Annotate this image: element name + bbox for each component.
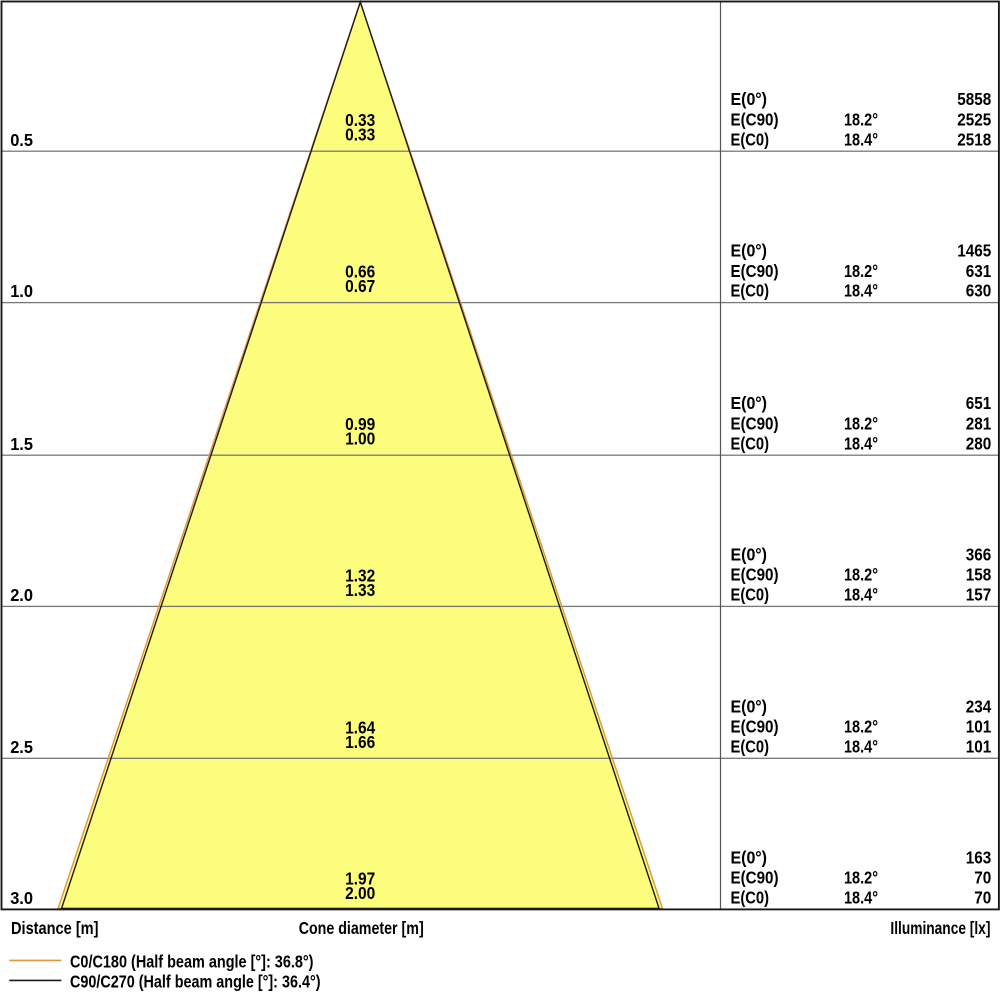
svg-text:0.99: 0.99 <box>345 414 375 434</box>
svg-text:1.5: 1.5 <box>10 434 33 454</box>
svg-text:1.97: 1.97 <box>345 868 375 888</box>
svg-text:1.33: 1.33 <box>345 580 375 600</box>
svg-text:2525: 2525 <box>957 110 991 130</box>
svg-text:280: 280 <box>966 433 992 453</box>
svg-text:70: 70 <box>974 888 991 908</box>
svg-text:E(0°): E(0°) <box>731 696 768 716</box>
svg-text:E(C90): E(C90) <box>731 565 779 585</box>
svg-text:0.33: 0.33 <box>345 110 375 130</box>
svg-text:158: 158 <box>966 565 992 585</box>
svg-text:Illuminance [lx]: Illuminance [lx] <box>890 918 990 938</box>
svg-text:1.0: 1.0 <box>10 281 33 301</box>
svg-text:157: 157 <box>966 585 992 605</box>
svg-text:18.2°: 18.2° <box>844 110 878 130</box>
svg-text:18.4°: 18.4° <box>844 585 878 605</box>
svg-text:E(C90): E(C90) <box>731 414 779 434</box>
svg-text:C0/C180 (Half beam angle [°]:: C0/C180 (Half beam angle [°]: 36.8°) <box>70 952 314 972</box>
svg-text:E(C0): E(C0) <box>731 585 770 605</box>
svg-text:1.00: 1.00 <box>345 429 375 449</box>
svg-text:3.0: 3.0 <box>10 888 33 908</box>
svg-text:C90/C270 (Half beam angle [°]:: C90/C270 (Half beam angle [°]: 36.4°) <box>70 971 321 991</box>
svg-text:631: 631 <box>966 261 992 281</box>
svg-text:E(C0): E(C0) <box>731 433 770 453</box>
svg-text:2.00: 2.00 <box>345 883 375 903</box>
svg-text:18.4°: 18.4° <box>844 433 878 453</box>
svg-text:E(C90): E(C90) <box>731 868 779 888</box>
svg-text:18.2°: 18.2° <box>844 868 878 888</box>
svg-text:E(0°): E(0°) <box>731 241 768 261</box>
svg-text:2.5: 2.5 <box>10 737 33 757</box>
svg-text:E(C0): E(C0) <box>731 888 770 908</box>
svg-text:630: 630 <box>966 281 992 301</box>
svg-text:E(C90): E(C90) <box>731 261 779 281</box>
svg-text:18.4°: 18.4° <box>844 736 878 756</box>
svg-text:0.5: 0.5 <box>10 130 33 150</box>
svg-text:E(0°): E(0°) <box>731 544 768 564</box>
svg-text:18.2°: 18.2° <box>844 414 878 434</box>
svg-text:234: 234 <box>966 696 992 716</box>
svg-text:Distance [m]: Distance [m] <box>11 918 99 938</box>
svg-text:1.66: 1.66 <box>345 732 375 752</box>
svg-text:2.0: 2.0 <box>10 585 33 605</box>
svg-text:Cone diameter [m]: Cone diameter [m] <box>299 918 424 938</box>
svg-text:E(C0): E(C0) <box>731 736 770 756</box>
svg-text:18.4°: 18.4° <box>844 281 878 301</box>
svg-text:1465: 1465 <box>957 241 991 261</box>
svg-text:18.4°: 18.4° <box>844 888 878 908</box>
svg-text:651: 651 <box>966 393 992 413</box>
svg-text:E(0°): E(0°) <box>731 89 768 109</box>
svg-text:70: 70 <box>974 868 991 888</box>
svg-text:281: 281 <box>966 414 992 434</box>
svg-text:18.2°: 18.2° <box>844 565 878 585</box>
svg-text:E(C90): E(C90) <box>731 717 779 737</box>
svg-text:0.33: 0.33 <box>345 125 375 145</box>
svg-text:18.2°: 18.2° <box>844 717 878 737</box>
svg-text:5858: 5858 <box>957 89 991 109</box>
svg-text:E(0°): E(0°) <box>731 393 768 413</box>
svg-text:2518: 2518 <box>957 129 991 149</box>
svg-text:0.67: 0.67 <box>345 276 375 296</box>
svg-text:163: 163 <box>966 847 992 867</box>
svg-text:101: 101 <box>966 736 992 756</box>
svg-text:18.4°: 18.4° <box>844 129 878 149</box>
svg-text:101: 101 <box>966 717 992 737</box>
svg-text:0.66: 0.66 <box>345 262 375 282</box>
svg-text:1.32: 1.32 <box>345 565 375 585</box>
svg-text:366: 366 <box>966 544 992 564</box>
svg-text:E(C0): E(C0) <box>731 129 770 149</box>
svg-text:E(C90): E(C90) <box>731 110 779 130</box>
svg-text:E(C0): E(C0) <box>731 281 770 301</box>
svg-text:18.2°: 18.2° <box>844 261 878 281</box>
svg-text:E(0°): E(0°) <box>731 847 768 867</box>
svg-text:1.64: 1.64 <box>345 717 375 737</box>
